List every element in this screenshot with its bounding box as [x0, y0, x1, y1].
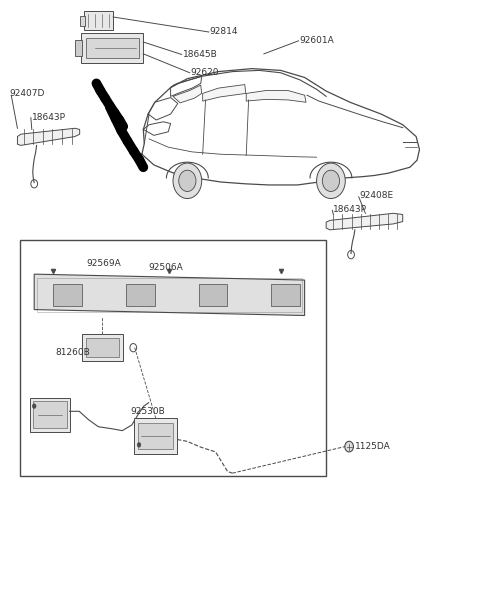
Polygon shape	[246, 91, 306, 102]
Polygon shape	[326, 213, 403, 230]
Bar	[138, 423, 173, 449]
Bar	[84, 11, 113, 30]
Bar	[86, 38, 139, 58]
Text: 1125DA: 1125DA	[355, 442, 391, 451]
Text: 92530B: 92530B	[130, 407, 165, 416]
Bar	[134, 419, 177, 453]
Text: 92407D: 92407D	[9, 89, 45, 98]
Bar	[81, 33, 144, 63]
Text: 92620: 92620	[191, 68, 219, 77]
Text: 18645B: 18645B	[182, 50, 217, 59]
Bar	[271, 284, 300, 306]
Circle shape	[173, 163, 202, 198]
Bar	[30, 398, 70, 432]
Text: 92601A: 92601A	[300, 36, 334, 46]
Text: 18643P: 18643P	[32, 112, 66, 121]
Bar	[86, 338, 119, 358]
Bar	[82, 334, 123, 361]
Bar	[75, 40, 82, 56]
Bar	[33, 401, 67, 428]
Bar	[53, 284, 82, 306]
Polygon shape	[203, 85, 246, 101]
Text: 92408E: 92408E	[360, 191, 394, 200]
Polygon shape	[34, 274, 305, 316]
Circle shape	[179, 170, 196, 191]
Polygon shape	[173, 85, 202, 103]
Bar	[20, 240, 326, 476]
Circle shape	[345, 441, 353, 452]
Circle shape	[32, 404, 36, 408]
Bar	[126, 284, 155, 306]
Circle shape	[317, 163, 345, 198]
Bar	[80, 16, 85, 25]
Polygon shape	[17, 128, 80, 146]
Text: 92569A: 92569A	[87, 259, 121, 268]
Text: 92814: 92814	[210, 27, 239, 37]
Circle shape	[323, 170, 339, 191]
Text: 18643P: 18643P	[333, 205, 367, 214]
Text: 81260B: 81260B	[56, 348, 91, 356]
Bar	[36, 278, 302, 311]
Text: 92506A: 92506A	[148, 263, 183, 272]
Bar	[199, 284, 227, 306]
Circle shape	[137, 442, 141, 447]
